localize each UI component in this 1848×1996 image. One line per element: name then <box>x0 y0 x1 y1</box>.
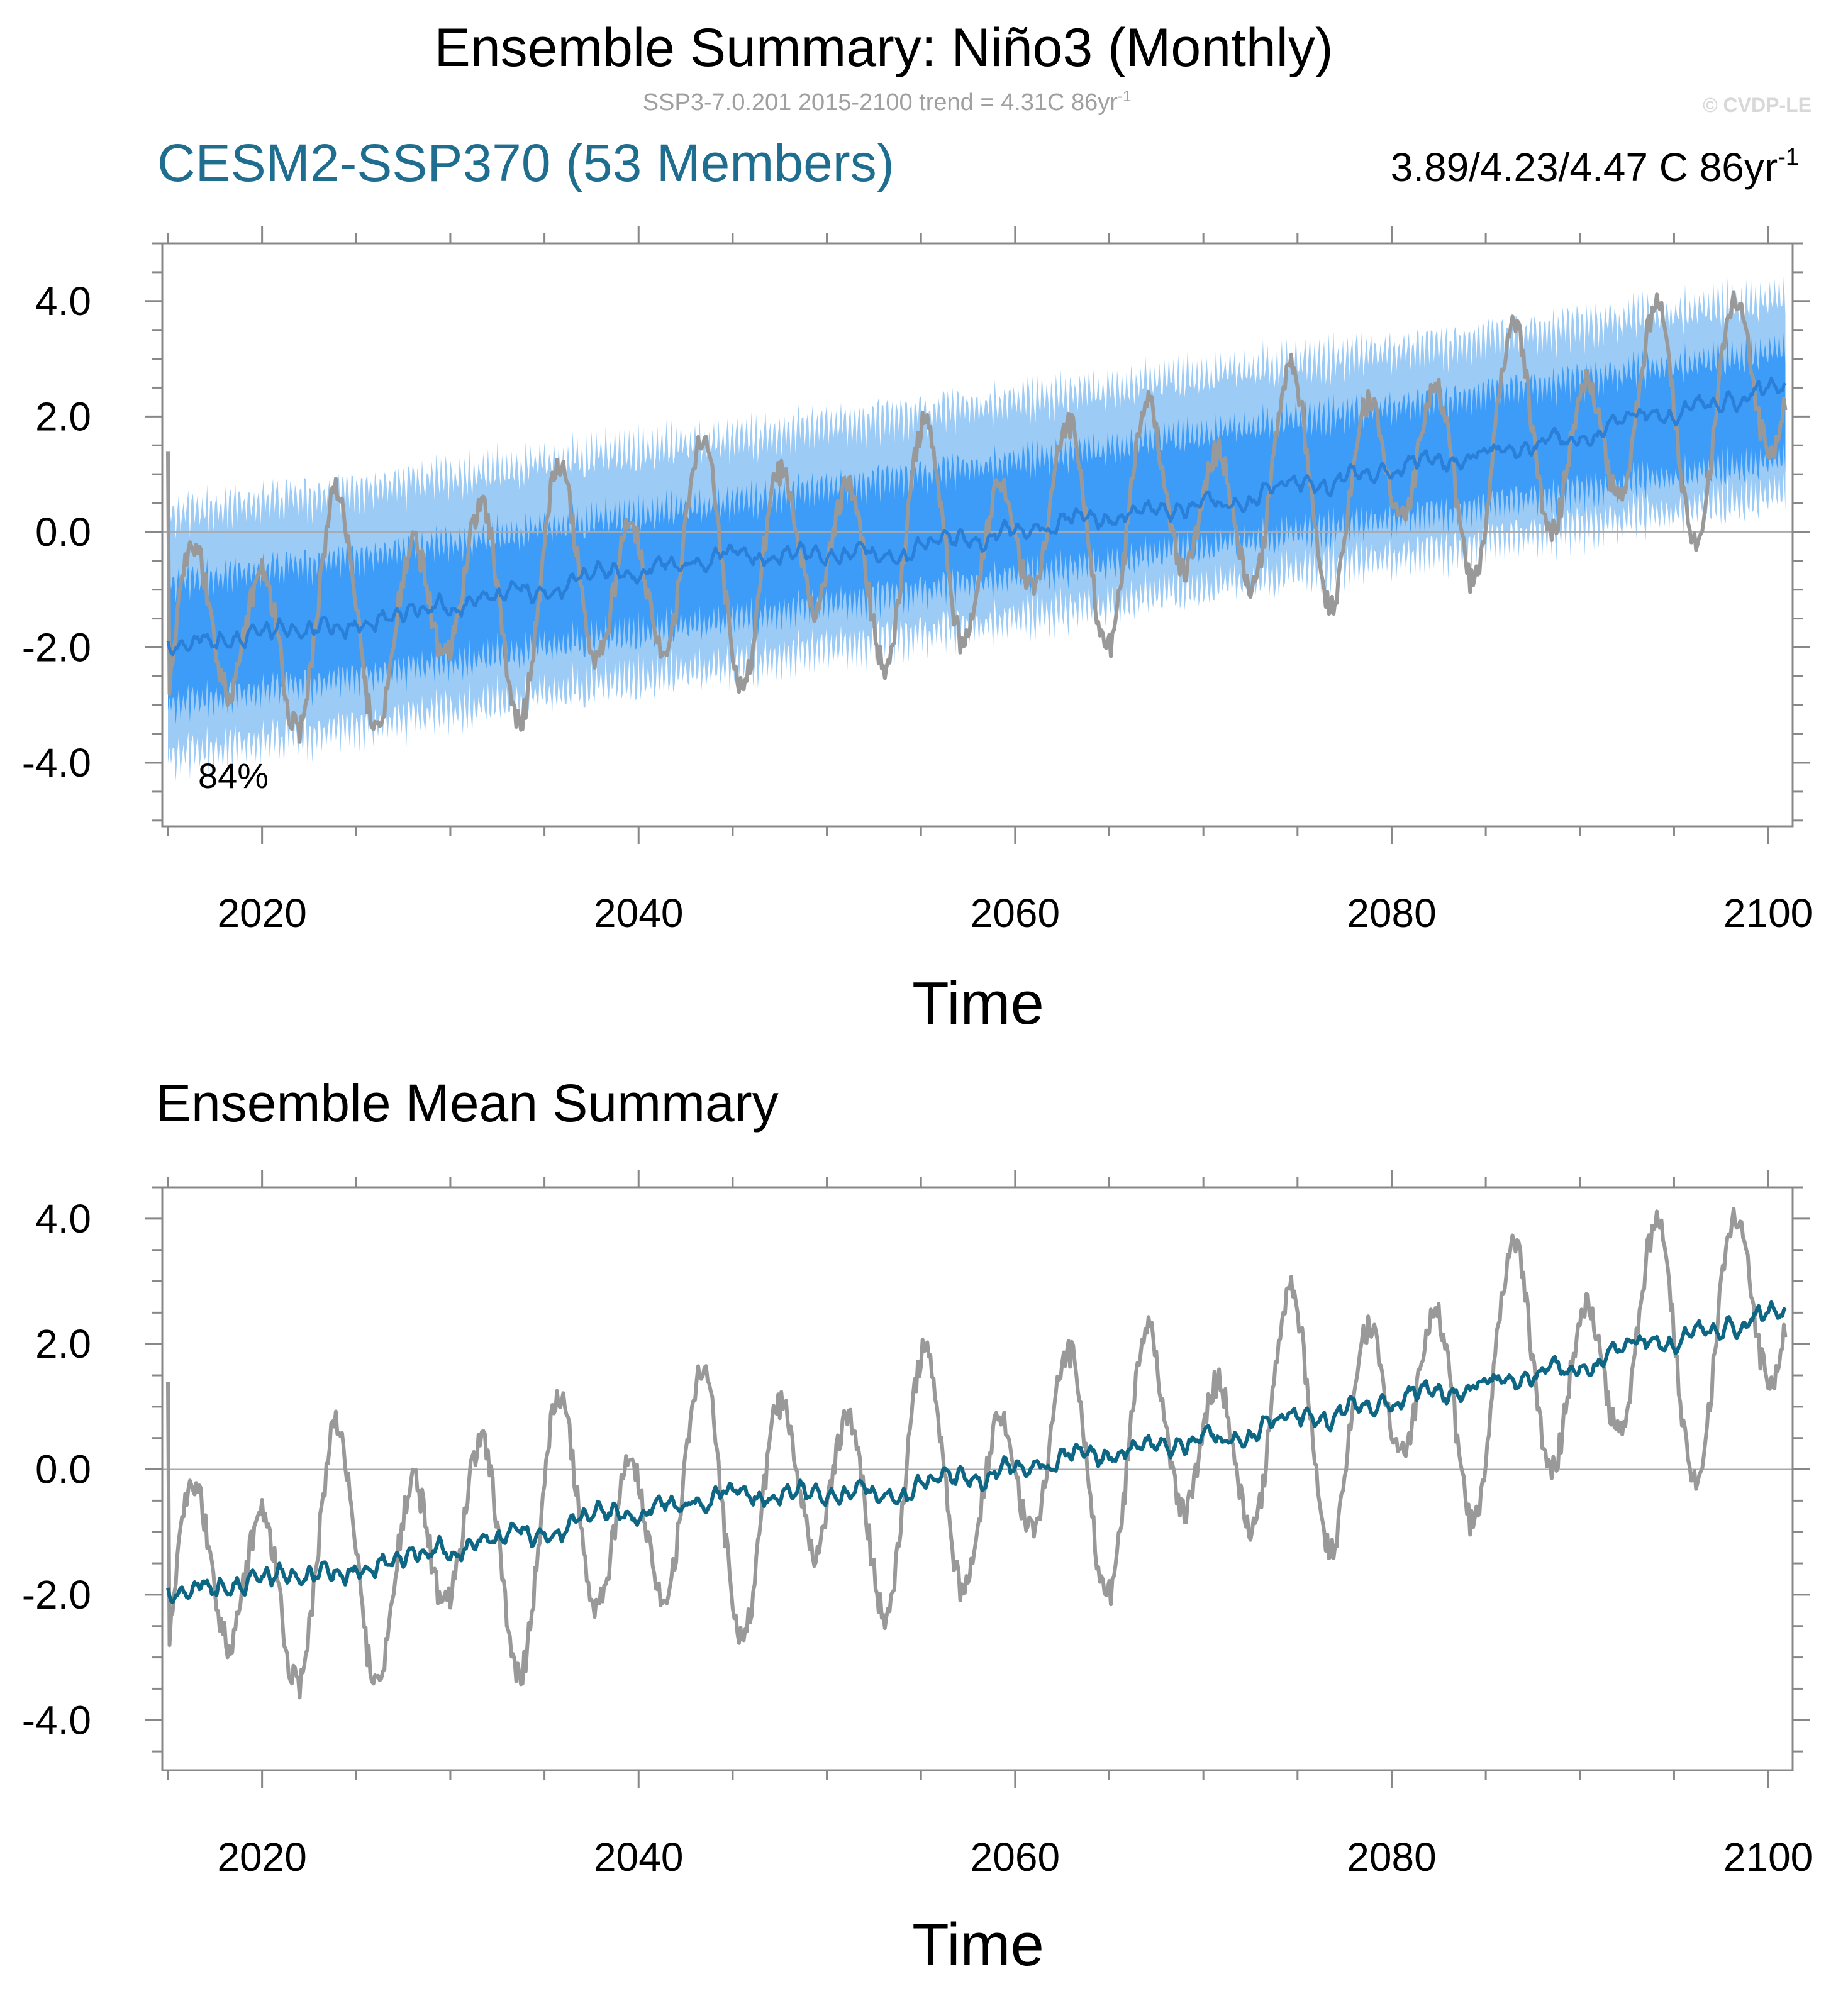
panel-2-ytick-label: -2.0 <box>22 1572 91 1617</box>
panel-1-right-title-text: 3.89/4.23/4.47 C 86yr <box>1391 145 1778 190</box>
panel-1-xtick-label: 2060 <box>971 890 1060 936</box>
panel-1-ytick-label: -4.0 <box>22 740 91 785</box>
panel-2-observation-line <box>166 1207 1788 1700</box>
panel-1-ytick-label: -2.0 <box>22 624 91 670</box>
panel-1-observation-line <box>166 290 1788 744</box>
panel-2-title: Ensemble Mean Summary <box>156 1073 779 1133</box>
panel-2: Ensemble Mean Summary 2020 2040 2060 2080 21… <box>22 1073 1813 1978</box>
panel-2-ytick-label: 0.0 <box>35 1447 91 1492</box>
panel-1-right-title: 3.89/4.23/4.47 C 86yr-1 <box>1391 144 1799 190</box>
panel-1-xtick-label: 2020 <box>217 890 306 936</box>
panel-2-xtick-label: 2060 <box>971 1834 1060 1880</box>
panel-1-ytick-label: 2.0 <box>35 394 91 439</box>
panel-2-xtick-label: 2020 <box>217 1834 306 1880</box>
panel-1-ytick-label: 0.0 <box>35 509 91 555</box>
panel-1-xtick-label: 2100 <box>1723 890 1813 936</box>
panel-1-right-title-sup: -1 <box>1778 144 1799 170</box>
panel-1-frame <box>161 242 1794 828</box>
panel-2-ensemble-mean-line <box>166 1300 1787 1605</box>
figure-title: Ensemble Summary: Niño3 (Monthly) <box>434 18 1333 78</box>
panel-2-xlabel: Time <box>912 1911 1044 1978</box>
panel-1: CESM2-SSP370 (53 Members) 3.89/4.23/4.47… <box>22 133 1813 1037</box>
panel-2-plot-area <box>162 1207 1793 1700</box>
figure-subtitle: SSP3-7.0.201 2015-2100 trend = 4.31C 86y… <box>643 88 1132 116</box>
panel-1-xtick-label: 2080 <box>1347 890 1436 936</box>
panel-1-title: CESM2-SSP370 (53 Members) <box>157 133 894 192</box>
figure-subtitle-text: SSP3-7.0.201 2015-2100 trend = 4.31C 86y… <box>643 89 1118 116</box>
panel-1-xlabel: Time <box>912 970 1044 1037</box>
panel-1-annotation: 84% <box>198 756 269 796</box>
panel-2-axes: 2020 2040 2060 2080 2100 -4.0 -2.0 0.0 2.0 4.0 <box>22 1170 1813 1880</box>
panel-1-xtick-label: 2040 <box>594 890 683 936</box>
panel-1-plot-area <box>162 275 1793 782</box>
panel-1-ytick-label: 4.0 <box>35 279 91 324</box>
panel-1-ensemble-mean-line <box>166 376 1787 657</box>
figure-subtitle-sup: -1 <box>1118 88 1131 105</box>
watermark: © CVDP-LE <box>1703 94 1812 116</box>
panel-1-inner-band <box>168 332 1786 724</box>
panel-2-xtick-label: 2080 <box>1347 1834 1436 1880</box>
panel-2-xtick-label: 2040 <box>594 1834 683 1880</box>
panel-2-ytick-label: 2.0 <box>35 1321 91 1367</box>
panel-2-ytick-label: -4.0 <box>22 1697 91 1743</box>
panel-2-frame <box>161 1186 1794 1771</box>
panel-2-ytick-label: 4.0 <box>35 1196 91 1241</box>
panel-1-axes: 2020 2040 2060 2080 2100 -4.0 -2.0 0.0 2.0 4.0 <box>22 226 1813 936</box>
panel-2-xtick-label: 2100 <box>1723 1834 1813 1880</box>
